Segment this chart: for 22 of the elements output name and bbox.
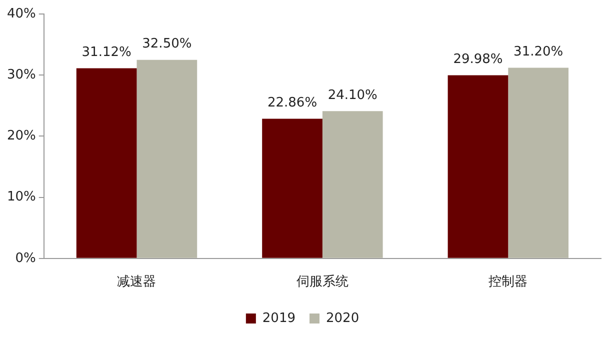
data-label: 29.98% — [453, 52, 503, 68]
bar — [136, 60, 198, 258]
bar — [508, 68, 568, 258]
data-label: 31.20% — [514, 44, 564, 60]
legend-label: 2019 — [262, 310, 296, 326]
bar — [322, 111, 383, 258]
data-label: 22.86% — [267, 96, 318, 111]
bar — [448, 75, 508, 258]
x-tick-label: 伺服系统 — [296, 274, 348, 290]
data-label: 24.10% — [328, 88, 378, 104]
legend-label: 2020 — [326, 310, 360, 326]
y-tick-label: 10% — [6, 190, 36, 205]
x-tick-label: 控制器 — [488, 274, 528, 290]
x-tick-label: 减速器 — [117, 274, 156, 290]
y-tick-label: 20% — [6, 128, 36, 144]
data-label: 31.12% — [82, 45, 132, 60]
data-label: 32.50% — [142, 36, 192, 52]
y-tick-label: 30% — [6, 67, 36, 82]
y-tick-label: 0% — [15, 250, 36, 266]
bar — [262, 118, 322, 258]
bar — [76, 68, 137, 258]
y-tick-label: 40% — [6, 6, 36, 22]
